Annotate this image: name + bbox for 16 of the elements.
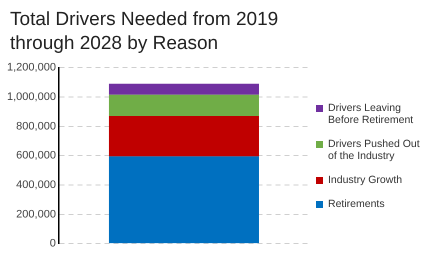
y-tick-label: 800,000 bbox=[16, 120, 56, 132]
chart-title: Total Drivers Needed from 2019 through 2028 by Reason bbox=[10, 8, 280, 56]
y-tick-label: 600,000 bbox=[16, 150, 56, 162]
y-tick-label: 1,000,000 bbox=[7, 90, 56, 103]
y-tick-label: 400,000 bbox=[16, 178, 56, 191]
legend-label: Drivers Leaving Before Retirement bbox=[328, 102, 414, 126]
y-tick-label: 0 bbox=[50, 238, 56, 250]
bar bbox=[108, 84, 259, 95]
bar bbox=[108, 94, 259, 116]
legend-label: Industry Growth bbox=[328, 174, 402, 186]
y-tick-label: 1,200,000 bbox=[7, 62, 56, 74]
legend-label: Retirements bbox=[328, 198, 385, 210]
legend-label: Drivers Pushed Out of the Industry bbox=[328, 138, 421, 162]
bar bbox=[108, 156, 259, 244]
bar bbox=[108, 116, 259, 156]
y-tick-label: 200,000 bbox=[16, 208, 56, 220]
